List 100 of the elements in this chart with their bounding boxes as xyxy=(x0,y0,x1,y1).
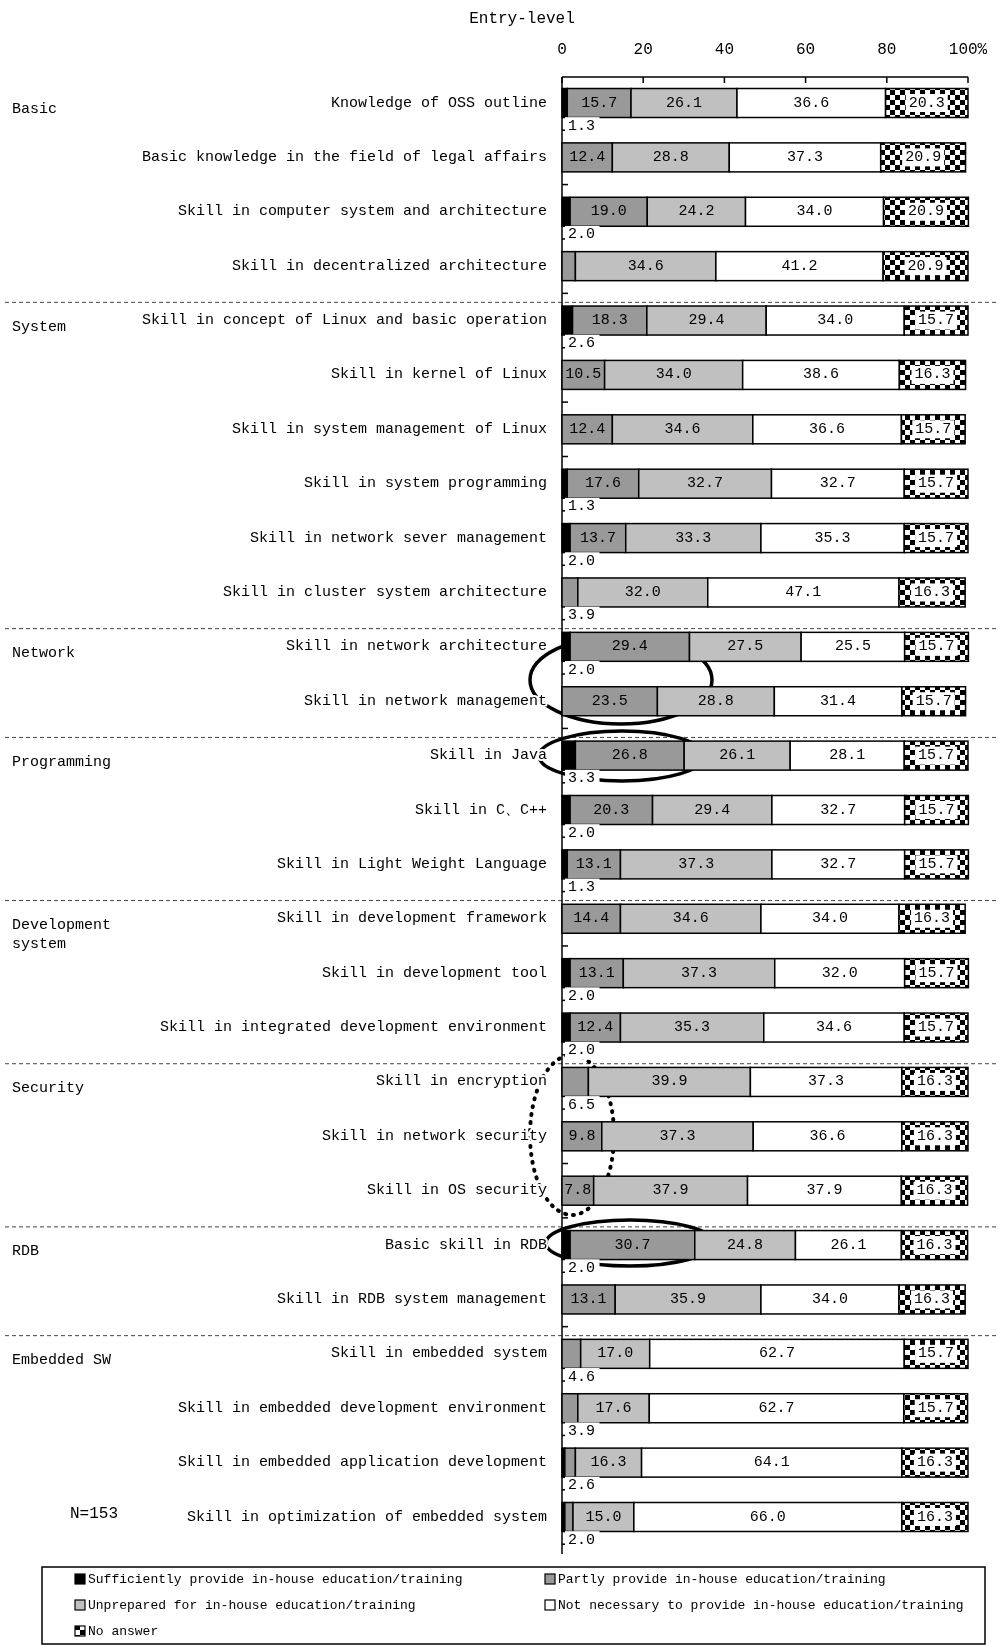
data-label: 35.9 xyxy=(670,1290,707,1308)
text: RDB xyxy=(12,1242,40,1260)
x-tick-label: 0 xyxy=(557,41,567,59)
data-label: 35.3 xyxy=(814,529,851,547)
x-tick-label: 60 xyxy=(796,41,816,59)
data-label: 39.9 xyxy=(651,1073,688,1091)
data-label: 16.3 xyxy=(916,1508,953,1526)
data-label: 34.6 xyxy=(664,420,701,438)
data-label: 3.3 xyxy=(568,770,596,788)
data-label: 15.7 xyxy=(917,1399,954,1417)
data-label: 20.9 xyxy=(907,203,944,221)
data-label: 28.8 xyxy=(652,148,689,166)
data-label: 32.7 xyxy=(687,475,724,493)
data-label: 17.6 xyxy=(595,1399,632,1417)
y-tick-label: Skill in network sever management xyxy=(249,529,547,547)
data-label: 1.3 xyxy=(568,879,596,897)
legend-label: Partly provide in-house education/training xyxy=(558,1571,886,1587)
legend-label: Not necessary to provide in-house education/training xyxy=(558,1597,964,1613)
y-tick-label: Skill in development tool xyxy=(321,964,547,982)
y-tick-label: Skill in C、C++ xyxy=(414,801,547,819)
text: Security xyxy=(12,1079,85,1097)
y-tick-label: Skill in Light Weight Language xyxy=(276,855,547,873)
y-tick-label: Skill in concept of Linux and basic operation xyxy=(141,312,547,330)
data-label: 10.5 xyxy=(565,366,602,384)
data-label: 32.7 xyxy=(820,801,857,819)
text: Development system xyxy=(12,916,112,953)
data-label: 36.6 xyxy=(809,1127,846,1145)
data-label: 16.3 xyxy=(916,1127,953,1145)
y-tick-label: Skill in integrated development environment xyxy=(159,1019,547,1037)
data-label: 15.7 xyxy=(918,747,955,765)
data-label: 32.7 xyxy=(819,475,856,493)
data-label: 20.9 xyxy=(907,257,944,275)
y-tick-label: Skill in decentralized architecture xyxy=(231,257,547,275)
data-label: 17.6 xyxy=(585,475,622,493)
data-label: 3.9 xyxy=(568,1422,596,1440)
data-label: 3.9 xyxy=(568,607,596,625)
data-label: 15.7 xyxy=(581,94,618,112)
data-label: 29.4 xyxy=(688,312,725,330)
data-label: 33.3 xyxy=(675,529,712,547)
data-label: 26.1 xyxy=(830,1236,867,1254)
data-label: 34.6 xyxy=(627,257,664,275)
y-tick-label: Skill in RDB system management xyxy=(276,1290,547,1308)
data-label: 15.7 xyxy=(918,312,955,330)
data-label: 35.3 xyxy=(674,1019,711,1037)
legend-label: No answer xyxy=(88,1623,159,1639)
data-label: 15.7 xyxy=(915,420,952,438)
y-tick-label: Skill in network security xyxy=(321,1127,547,1145)
x-tick-label: 80 xyxy=(877,41,897,59)
data-label: 34.6 xyxy=(672,910,709,928)
data-label: 34.0 xyxy=(796,203,833,221)
data-label: 2.6 xyxy=(568,1477,596,1495)
data-label: 27.5 xyxy=(727,638,764,656)
data-label: 34.0 xyxy=(811,910,848,928)
data-label: 16.3 xyxy=(916,1236,953,1254)
data-label: 2.0 xyxy=(568,1042,596,1060)
data-label: 37.3 xyxy=(786,148,823,166)
data-label: 16.3 xyxy=(914,910,951,928)
x-tick-label: 100% xyxy=(948,41,988,59)
data-label: 26.1 xyxy=(666,94,703,112)
text: Network xyxy=(12,644,76,662)
data-label: 37.3 xyxy=(808,1073,845,1091)
data-label: 2.6 xyxy=(568,335,596,353)
data-label: 15.7 xyxy=(918,1345,955,1363)
data-label: 12.4 xyxy=(569,148,606,166)
data-label: 20.9 xyxy=(905,148,942,166)
data-label: 64.1 xyxy=(753,1454,790,1472)
data-label: 16.3 xyxy=(590,1454,627,1472)
data-label: 47.1 xyxy=(785,583,822,601)
data-label: 4.6 xyxy=(568,1368,596,1386)
data-label: 19.0 xyxy=(590,203,627,221)
data-label: 24.8 xyxy=(727,1236,764,1254)
data-label: 15.0 xyxy=(585,1508,622,1526)
data-label: 12.4 xyxy=(577,1019,614,1037)
data-label: 20.3 xyxy=(908,94,945,112)
data-label: 30.7 xyxy=(614,1236,651,1254)
data-label: 34.0 xyxy=(655,366,692,384)
data-label: 15.7 xyxy=(918,964,955,982)
data-label: 16.3 xyxy=(914,1290,951,1308)
data-label: 36.6 xyxy=(793,94,830,112)
data-label: 15.7 xyxy=(918,801,955,819)
y-tick-label: Skill in system management of Linux xyxy=(231,420,547,438)
data-label: 28.8 xyxy=(697,692,734,710)
data-label: 37.9 xyxy=(652,1182,689,1200)
y-tick-label: Skill in optimization of embedded system xyxy=(186,1508,547,1526)
text: Embedded SW xyxy=(12,1351,112,1369)
y-tick-label: Skill in computer system and architecture xyxy=(177,203,547,221)
data-label: 66.0 xyxy=(749,1508,786,1526)
data-label: 2.0 xyxy=(568,1531,596,1549)
data-label: 1.3 xyxy=(568,498,596,516)
y-tick-label: Skill in network architecture xyxy=(285,638,547,656)
data-label: 37.9 xyxy=(806,1182,843,1200)
y-tick-label: Skill in OS security xyxy=(366,1182,547,1200)
data-label: 13.1 xyxy=(570,1290,607,1308)
data-label: 32.7 xyxy=(820,855,857,873)
data-label: 2.0 xyxy=(568,226,596,244)
data-label: 29.4 xyxy=(611,638,648,656)
legend-label: Sufficiently provide in-house education/training xyxy=(88,1571,463,1587)
y-tick-label: Knowledge of OSS outline xyxy=(330,94,547,112)
y-tick-label: Basic knowledge in the field of legal affairs xyxy=(141,148,547,166)
data-label: 28.1 xyxy=(829,747,866,765)
